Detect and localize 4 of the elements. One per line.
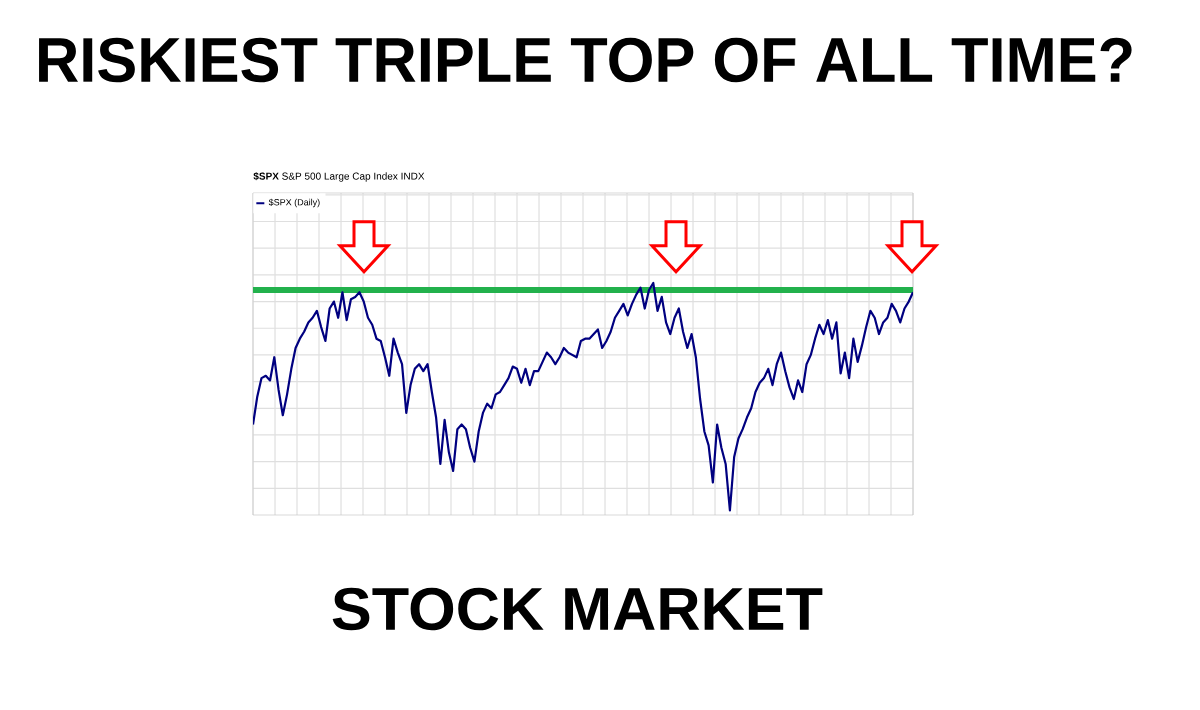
legend-label: $SPX (Daily): [268, 198, 320, 208]
chart-title: RISKIEST TRIPLE TOP OF ALL TIME?: [39, 37, 1132, 83]
chart-subtitle: $SPX S&P 500 Large Cap Index INDX: [253, 172, 425, 182]
text: STOCK MARKET: [332, 587, 823, 631]
